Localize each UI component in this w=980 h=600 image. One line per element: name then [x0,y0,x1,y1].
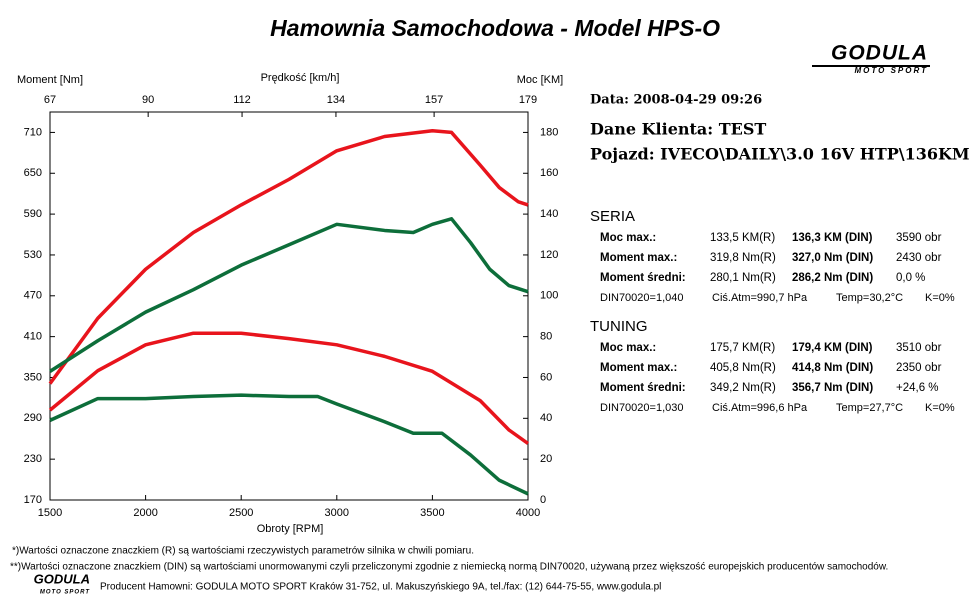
cell: Ciś.Atm=996,6 hPa [712,402,808,414]
x-tick-label: 3000 [325,507,349,519]
producer: Producent Hamowni: GODULA MOTO SPORT Kra… [100,582,661,593]
y-tick-label: 530 [24,249,42,261]
y2-tick-label: 140 [540,208,558,220]
cell: 286,2 Nm (DIN) [792,272,873,284]
y-tick-label: 230 [24,453,42,465]
y2-tick-label: 80 [540,331,552,343]
date: Data: 2008-04-29 09:26 [590,93,762,108]
cell: 405,8 Nm(R) [710,362,776,374]
x2-tick-label: 90 [142,94,154,106]
y-tick-label: 170 [24,494,42,506]
curve [48,129,529,385]
curve [49,393,529,496]
x2-tick-label: 179 [519,94,537,106]
y2-tick-label: 160 [540,167,558,179]
x-tick-label: 3500 [420,507,444,519]
y2-tick-label: 100 [540,290,558,302]
cell: Temp=27,7°C [836,402,903,414]
curve [48,331,530,445]
cell: DIN70020=1,030 [600,402,683,414]
client: Dane Klienta: TEST [590,120,766,139]
cell: Moc max.: [600,232,656,244]
x-tick-label: 2000 [133,507,157,519]
x-tick-label: 1500 [38,507,62,519]
note: *)Wartości oznaczone znaczkiem (R) są wa… [12,546,474,557]
y2-axis-label: Moc [KM] [517,74,563,86]
section-title: SERIA [590,208,635,225]
cell: 3510 obr [896,342,942,354]
cell: DIN70020=1,040 [600,292,683,304]
cell: 319,8 Nm(R) [710,252,776,264]
cell: 179,4 KM (DIN) [792,342,873,354]
x-tick-label: 2500 [229,507,253,519]
cell: Ciś.Atm=990,7 hPa [712,292,808,304]
logo-sub: MOTO SPORT [855,66,929,75]
cell: K=0% [925,292,955,304]
cell: Moment średni: [600,382,686,394]
cell: Temp=30,2°C [836,292,903,304]
curve [49,217,529,373]
y-tick-label: 650 [24,167,42,179]
x2-tick-label: 67 [44,94,56,106]
cell: Moment max.: [600,252,677,264]
plot-frame [49,111,529,501]
cell: 0,0 % [896,272,925,284]
title: Hamownia Samochodowa - Model HPS-O [270,15,720,41]
cell: 327,0 Nm (DIN) [792,252,873,264]
y-tick-label: 410 [24,331,42,343]
cell: 175,7 KM(R) [710,342,775,354]
cell: 2430 obr [896,252,942,264]
cell: 3590 obr [896,232,942,244]
cell: 414,8 Nm (DIN) [792,362,873,374]
y-axis-label: Moment [Nm] [17,74,83,86]
note: **)Wartości oznaczone znaczkiem (DIN) są… [10,562,888,573]
cell: 356,7 Nm (DIN) [792,382,873,394]
y2-tick-label: 40 [540,412,552,424]
y-tick-label: 470 [24,290,42,302]
logo-rule [812,65,930,67]
cell: 2350 obr [896,362,942,374]
cell: 349,2 Nm(R) [710,382,776,394]
x2-tick-label: 157 [425,94,443,106]
cell: Moc max.: [600,342,656,354]
y-tick-label: 590 [24,208,42,220]
section-title: TUNING [590,318,648,335]
x2-tick-label: 134 [327,94,345,106]
x2-tick-label: 112 [233,94,251,106]
vehicle: Pojazd: IVECO\DAILY\3.0 16V HTP\136KM [590,145,970,164]
y2-tick-label: 60 [540,371,552,383]
y2-tick-label: 20 [540,453,552,465]
cell: +24,6 % [896,382,939,394]
logo: GODULA [831,42,928,65]
logo-small: GODULA [34,571,90,586]
cell: Moment max.: [600,362,677,374]
cell: 136,3 KM (DIN) [792,232,873,244]
x2-axis-label: Prędkość [km/h] [261,72,340,84]
y2-tick-label: 0 [540,494,546,506]
x-tick-label: 4000 [516,507,540,519]
y-tick-label: 350 [24,371,42,383]
cell: Moment średni: [600,272,686,284]
cell: K=0% [925,402,955,414]
cell: 280,1 Nm(R) [710,272,776,284]
y2-tick-label: 180 [540,126,558,138]
logo-small-sub: MOTO SPORT [40,590,90,596]
y2-tick-label: 120 [540,249,558,261]
y-tick-label: 290 [24,412,42,424]
x-axis-label: Obroty [RPM] [257,523,324,535]
cell: 133,5 KM(R) [710,232,775,244]
y-tick-label: 710 [24,126,42,138]
